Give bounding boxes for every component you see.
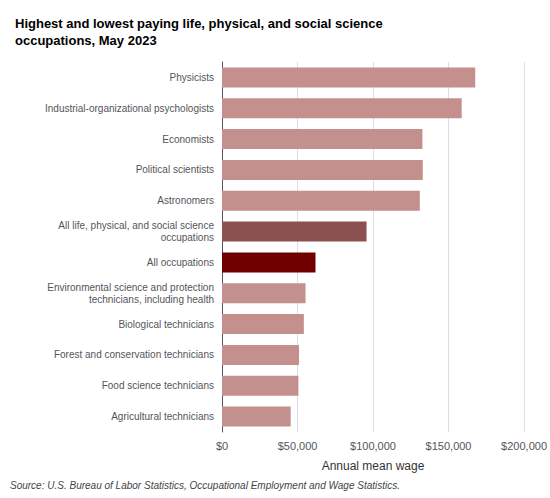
svg-text:Physicists: Physicists [170, 72, 214, 83]
svg-text:Environmental science and prot: Environmental science and protection [47, 282, 214, 293]
svg-text:Political scientists: Political scientists [136, 164, 214, 175]
svg-text:Food science technicians: Food science technicians [102, 380, 214, 391]
svg-text:Annual mean wage: Annual mean wage [322, 459, 425, 473]
svg-text:occupations: occupations [161, 232, 214, 243]
svg-text:$150,000: $150,000 [426, 440, 472, 452]
svg-text:Agricultural technicians: Agricultural technicians [111, 411, 214, 422]
svg-text:Source: U.S. Bureau of Labor S: Source: U.S. Bureau of Labor Statistics,… [10, 480, 400, 491]
svg-text:occupations, May 2023: occupations, May 2023 [15, 33, 157, 48]
svg-text:$100,000: $100,000 [350, 440, 396, 452]
svg-text:Economists: Economists [162, 134, 214, 145]
svg-text:Industrial-organizational psyc: Industrial-organizational psychologists [45, 103, 214, 114]
svg-text:$0: $0 [216, 440, 228, 452]
svg-text:Biological technicians: Biological technicians [118, 319, 214, 330]
svg-text:Astronomers: Astronomers [157, 195, 214, 206]
svg-text:Highest and lowest paying life: Highest and lowest paying life, physical… [15, 16, 383, 31]
svg-text:Forest and conservation techni: Forest and conservation technicians [54, 349, 214, 360]
svg-text:$200,000: $200,000 [501, 440, 547, 452]
svg-text:technicians, including health: technicians, including health [89, 294, 214, 305]
svg-text:All life, physical, and social: All life, physical, and social science [58, 220, 214, 231]
svg-text:$50,000: $50,000 [278, 440, 318, 452]
svg-text:All occupations: All occupations [147, 257, 214, 268]
